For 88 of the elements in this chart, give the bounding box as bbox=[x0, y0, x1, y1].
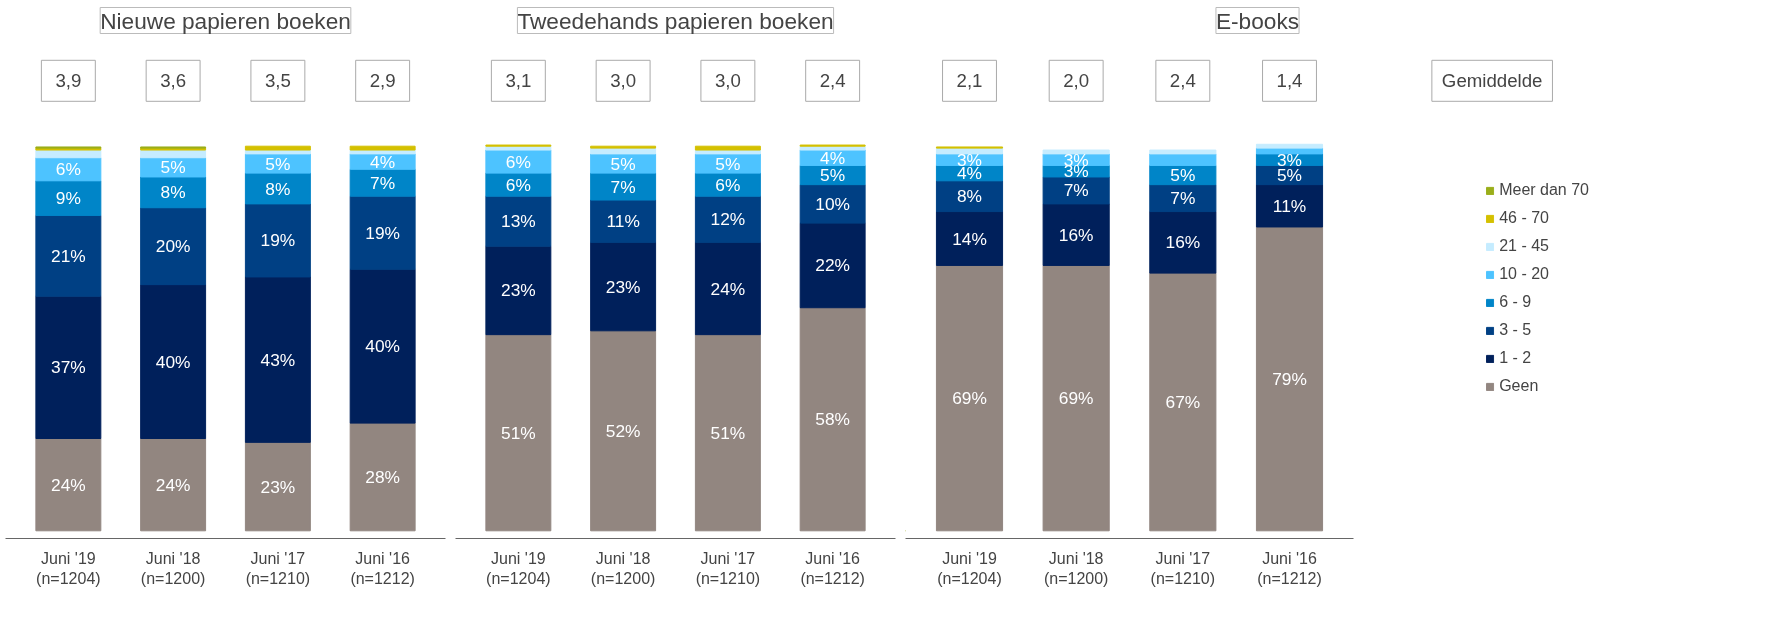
data-label: 7% bbox=[1063, 180, 1089, 201]
data-label: 13% bbox=[501, 211, 536, 232]
x-tick-label: Juni '16 (n=1212) bbox=[800, 549, 865, 587]
data-label: 67% bbox=[1165, 391, 1201, 412]
data-label: 5% bbox=[820, 165, 846, 186]
text: 3,0 bbox=[610, 70, 637, 92]
text: 3,0 bbox=[714, 70, 741, 92]
text: 2,4 bbox=[1169, 70, 1196, 92]
data-label: 43% bbox=[260, 349, 296, 370]
legend-label: 3 - 5 bbox=[1499, 321, 1532, 339]
data-label: 69% bbox=[1058, 388, 1094, 409]
x-tick-label: Juni '18 (n=1200) bbox=[590, 549, 656, 587]
data-label: 8% bbox=[160, 182, 186, 203]
x-tick-label: Juni '17 (n=1210) bbox=[1150, 549, 1216, 587]
data-label: 5% bbox=[1170, 165, 1196, 186]
data-label: 51% bbox=[710, 422, 746, 443]
data-label: 19% bbox=[260, 230, 296, 251]
data-label: 11% bbox=[606, 211, 640, 232]
data-label: 37% bbox=[51, 357, 86, 378]
x-tick-label: Juni '18 (n=1200) bbox=[1043, 549, 1109, 587]
data-label: 40% bbox=[365, 336, 400, 357]
text: 3,1 bbox=[505, 70, 532, 92]
legend-label: 1 - 2 bbox=[1499, 349, 1532, 367]
x-tick-label: Juni '18 (n=1200) bbox=[140, 549, 206, 587]
data-label: 12% bbox=[710, 209, 746, 230]
text: 2,0 bbox=[1063, 70, 1090, 92]
data-label: 52% bbox=[605, 420, 641, 441]
text: 1,4 bbox=[1276, 70, 1303, 92]
x-tick-label: Juni '17 (n=1210) bbox=[245, 549, 311, 587]
data-label: 4% bbox=[820, 147, 846, 168]
data-label: 24% bbox=[51, 474, 86, 495]
legend-label: 10 - 20 bbox=[1499, 265, 1549, 283]
data-label: 51% bbox=[501, 422, 536, 443]
data-label: 19% bbox=[365, 222, 400, 243]
x-tick-label: Juni '19 (n=1204) bbox=[36, 549, 101, 587]
text: 3,5 bbox=[264, 70, 291, 92]
x-tick-label: Juni '16 (n=1212) bbox=[1257, 549, 1322, 587]
data-label: 24% bbox=[155, 474, 191, 495]
data-label: 28% bbox=[365, 466, 400, 487]
data-label: 5% bbox=[160, 157, 186, 178]
data-label: 23% bbox=[501, 280, 536, 301]
legend-label: 6 - 9 bbox=[1499, 293, 1532, 311]
data-label: 23% bbox=[260, 476, 296, 497]
data-label: 6% bbox=[55, 159, 81, 180]
x-tick-label: Juni '16 (n=1212) bbox=[350, 549, 415, 587]
data-label: 5% bbox=[610, 153, 636, 174]
data-label: 21% bbox=[51, 245, 86, 266]
text: Gemiddelde bbox=[1441, 70, 1543, 92]
data-label: 7% bbox=[1170, 188, 1196, 209]
text: 2,4 bbox=[819, 70, 846, 92]
data-label: 16% bbox=[1058, 224, 1094, 245]
data-label: 23% bbox=[605, 276, 641, 297]
data-label: 5% bbox=[265, 153, 291, 174]
x-tick-label: Juni '19 (n=1204) bbox=[937, 549, 1002, 587]
data-label: 11% bbox=[1272, 195, 1307, 216]
data-label: 8% bbox=[265, 178, 291, 199]
x-tick-label: Juni '17 (n=1210) bbox=[695, 549, 761, 587]
data-label: 14% bbox=[952, 228, 987, 249]
data-label: 69% bbox=[952, 388, 987, 409]
legend-label: 21 - 45 bbox=[1499, 237, 1549, 255]
legend-label: Meer dan 70 bbox=[1499, 181, 1589, 199]
data-label: 79% bbox=[1272, 368, 1307, 389]
data-label: 7% bbox=[370, 172, 396, 193]
data-label: 6% bbox=[505, 174, 531, 195]
text: 2,9 bbox=[369, 70, 396, 92]
legend-label: Geen bbox=[1499, 377, 1539, 395]
text: 3,6 bbox=[160, 70, 187, 92]
data-label: 40% bbox=[155, 351, 191, 372]
data-label: 7% bbox=[610, 176, 636, 197]
chart-title: Nieuwe papieren boeken bbox=[100, 7, 351, 34]
data-label: 6% bbox=[505, 151, 531, 172]
data-label: 24% bbox=[710, 278, 746, 299]
data-label: 22% bbox=[815, 255, 850, 276]
data-label: 4% bbox=[370, 151, 396, 172]
data-label: 20% bbox=[155, 236, 191, 257]
text: 3,9 bbox=[55, 70, 82, 92]
legend-label: 46 - 70 bbox=[1499, 209, 1549, 227]
data-label: 5% bbox=[715, 153, 741, 174]
x-tick-label: Juni '19 (n=1204) bbox=[486, 549, 551, 587]
data-label: 6% bbox=[715, 174, 741, 195]
chart-title: Tweedehands papieren boeken bbox=[517, 7, 834, 34]
text: 2,1 bbox=[956, 70, 983, 92]
data-label: 9% bbox=[55, 188, 81, 209]
data-label: 58% bbox=[815, 409, 850, 430]
chart-title: E-books bbox=[1215, 7, 1300, 34]
data-label: 8% bbox=[956, 186, 983, 207]
data-label: 16% bbox=[1165, 232, 1201, 253]
data-label: 10% bbox=[815, 193, 850, 214]
